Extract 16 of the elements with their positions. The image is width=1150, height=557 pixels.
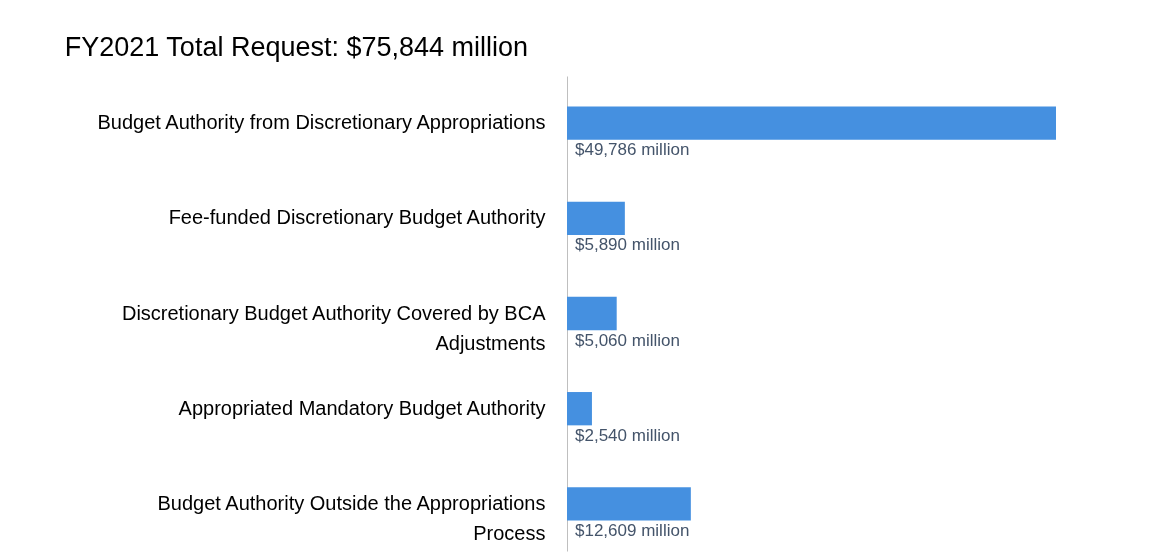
bar (567, 201, 625, 235)
y-tick-label: Fee-funded Discretionary Budget Authority (168, 206, 546, 229)
y-tick-label: Appropriated Mandatory Budget Authority (178, 396, 546, 419)
data-label: $49,786 million (575, 140, 690, 160)
bar (567, 392, 592, 426)
data-label: $5,060 million (575, 330, 680, 350)
bar (567, 106, 1056, 140)
bar (567, 296, 617, 331)
data-label: $2,540 million (575, 425, 680, 445)
text: FY2021 Total Request: $75,844 million (64, 32, 529, 62)
y-tick-label: Budget Authority from Discretionary Appropriations (97, 111, 546, 134)
data-label: $5,890 million (575, 235, 680, 255)
data-label: $12,609 million (575, 520, 690, 540)
bar (567, 487, 691, 521)
y-tick-label: Discretionary Budget Authority Covered by BCA Adjustments (121, 301, 547, 354)
y-tick-label: Budget Authority Outside the Appropriations Process (157, 491, 546, 544)
